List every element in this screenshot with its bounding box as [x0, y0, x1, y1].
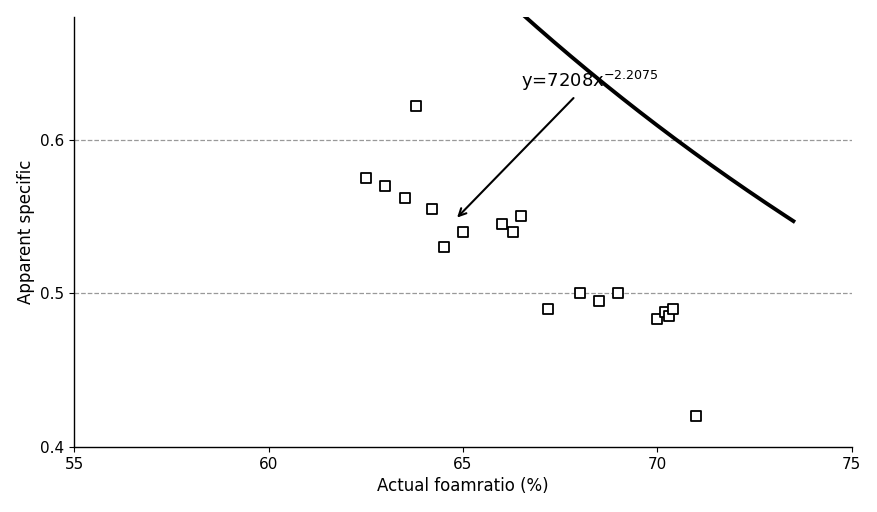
X-axis label: Actual foamratio (%): Actual foamratio (%): [377, 477, 548, 495]
Point: [541, 305, 555, 313]
Point: [409, 102, 423, 110]
Point: [665, 305, 679, 313]
Point: [378, 182, 392, 190]
Point: [661, 312, 675, 321]
Point: [397, 194, 411, 202]
Point: [688, 412, 702, 420]
Y-axis label: Apparent specific: Apparent specific: [17, 160, 34, 304]
Point: [506, 228, 520, 236]
Point: [610, 289, 624, 297]
Point: [436, 243, 450, 251]
Point: [658, 308, 672, 316]
Point: [572, 289, 586, 297]
Text: y=7208x$^{-2.2075}$: y=7208x$^{-2.2075}$: [458, 69, 658, 216]
Point: [455, 228, 469, 236]
Point: [514, 212, 528, 221]
Point: [424, 205, 438, 213]
Point: [495, 220, 509, 228]
Point: [359, 174, 373, 182]
Point: [591, 297, 605, 305]
Point: [650, 315, 664, 324]
